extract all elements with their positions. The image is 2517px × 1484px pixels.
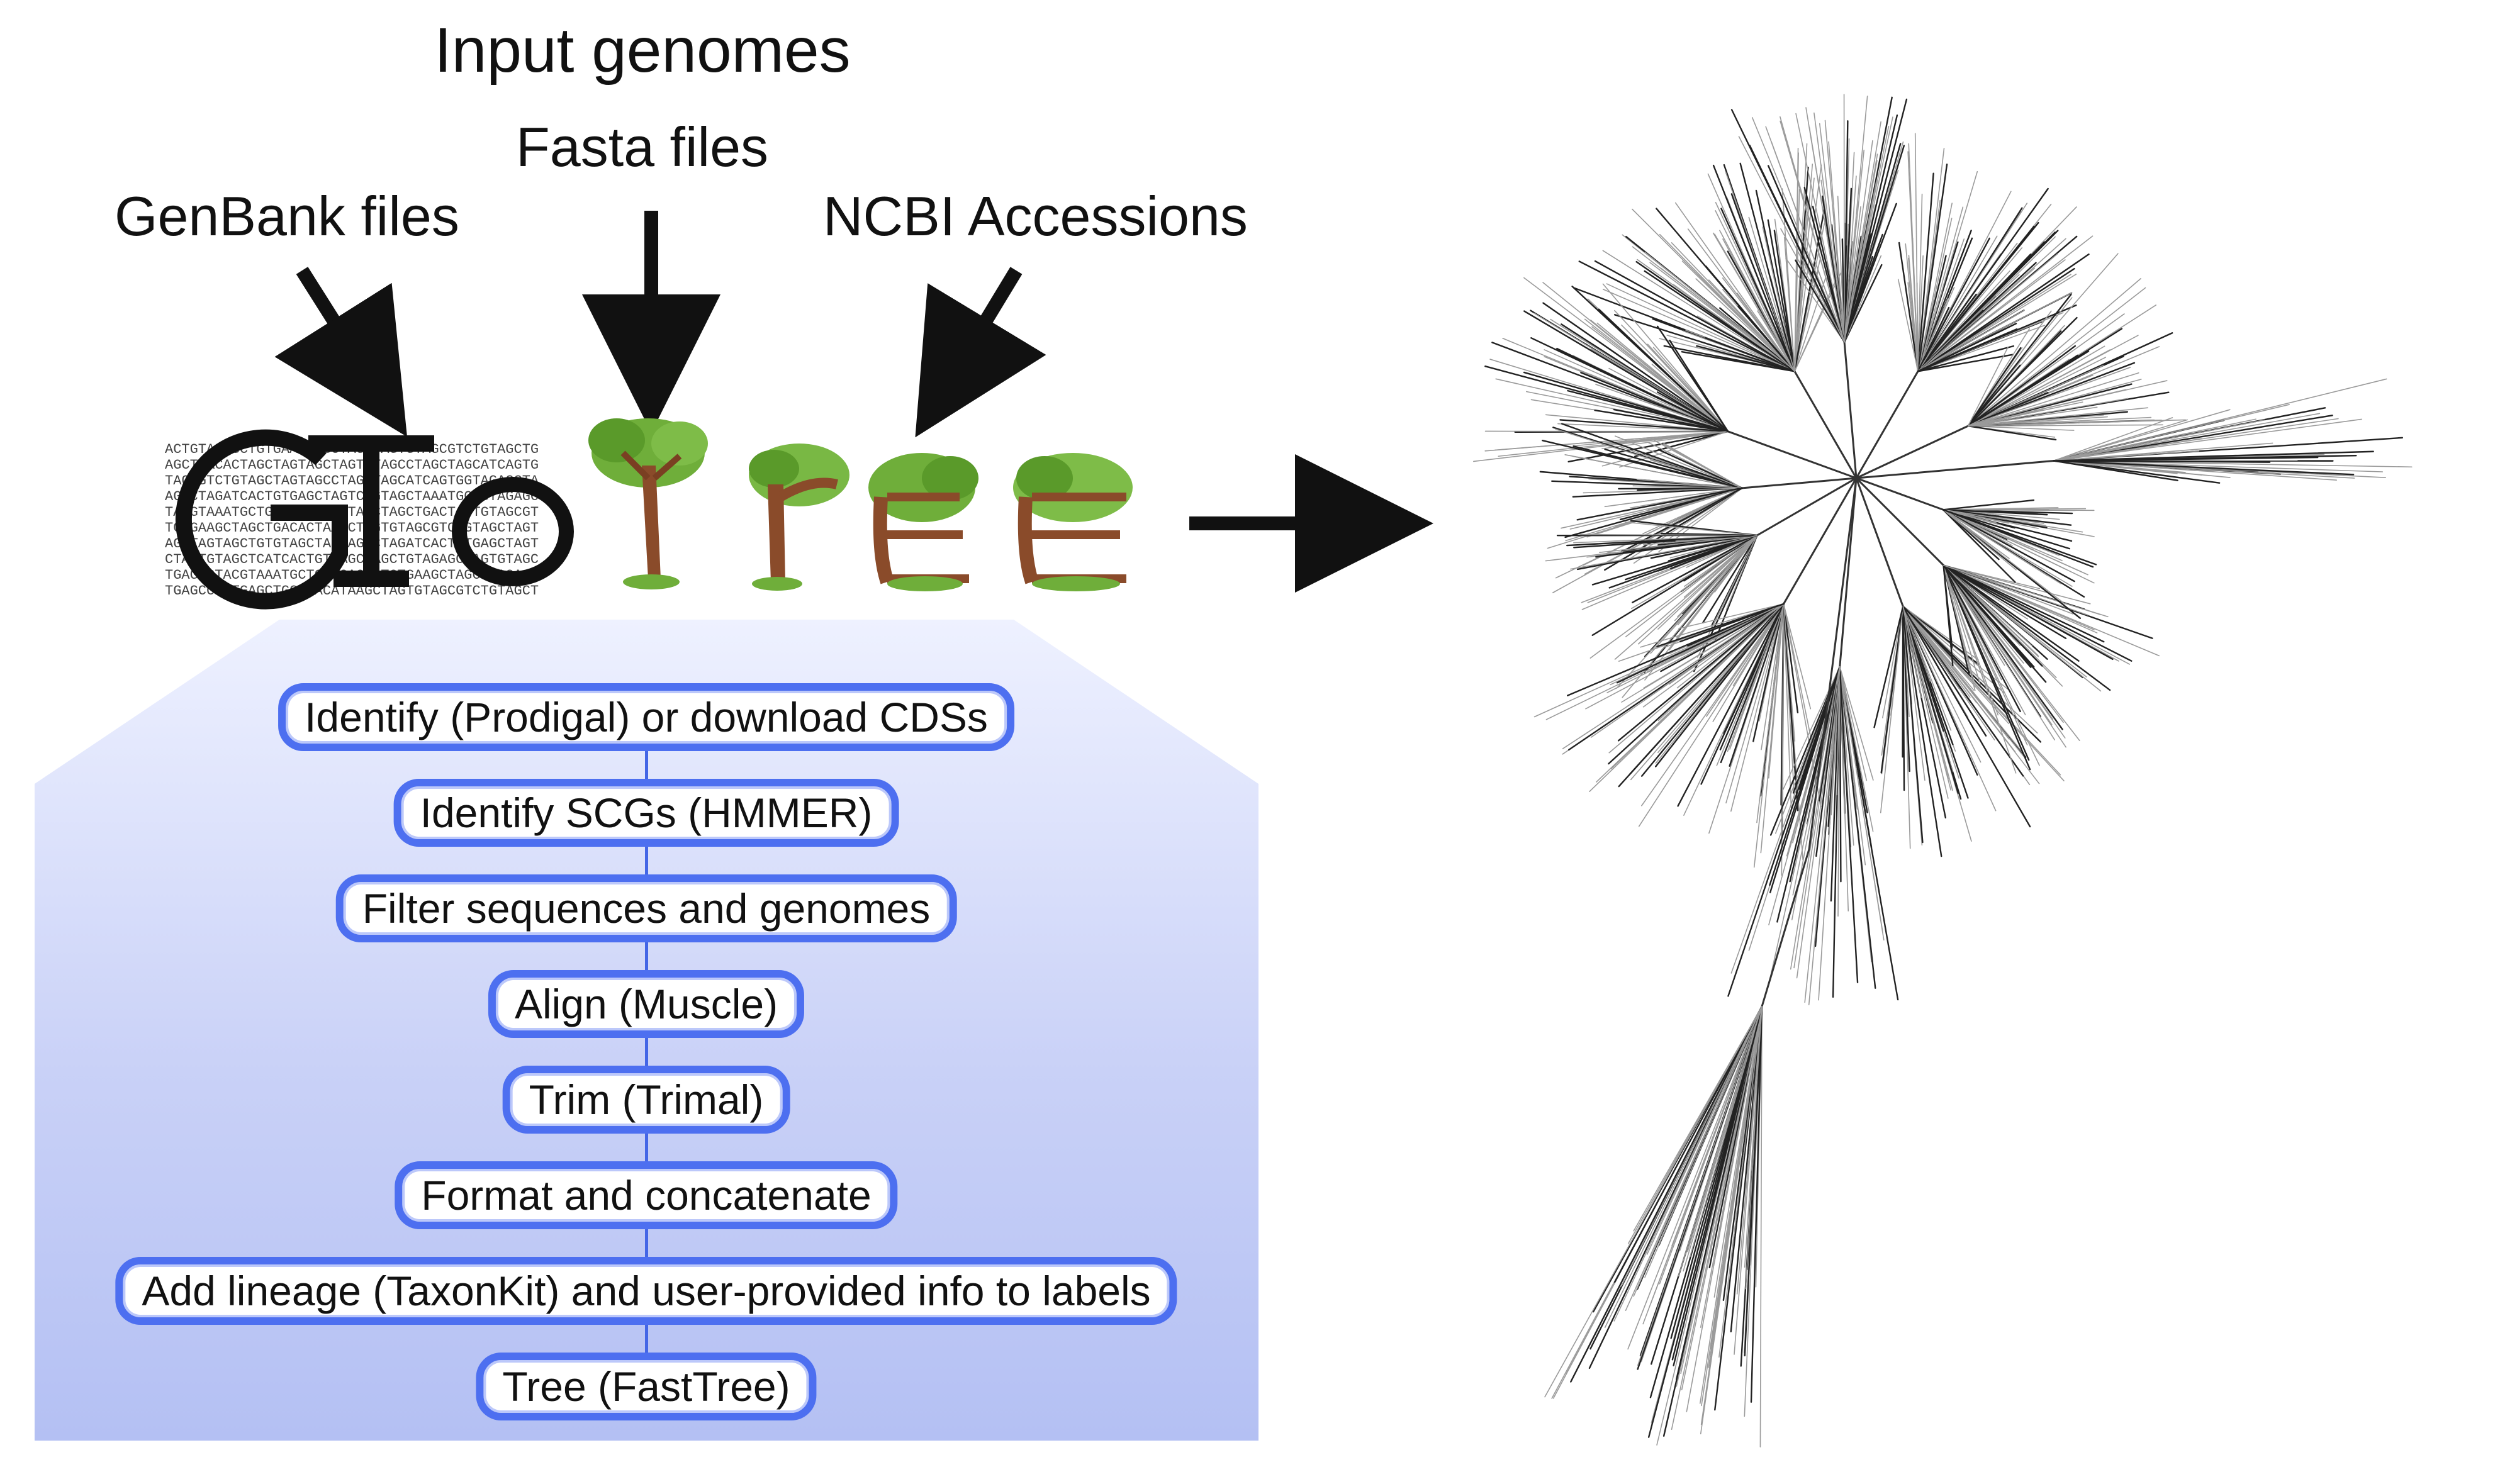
pipeline-step-format: Format and concatenate	[395, 1161, 898, 1229]
pipeline-step-filter: Filter sequences and genomes	[335, 874, 957, 942]
svg-text:TACGTAAATGCTGTAGAGCCTGTAGCTAGC: TACGTAAATGCTGTAGAGCCTGTAGCTAGCTGACTAGTGT…	[165, 505, 539, 520]
pipeline-step-identify-scgs: Identify SCGs (HMMER)	[393, 779, 899, 847]
gtotree-logo: ACTGTAGAGCTGTGAACTAGCTAGCTAGTGTAGCGTCTGT…	[165, 418, 1133, 610]
svg-text:AGCTAGTAGCTGTGTAGCTAGTAGCCTAGA: AGCTAGTAGCTGTGTAGCTAGTAGCCTAGATCACTGTGAG…	[165, 536, 539, 552]
source-label-ncbi: NCBI Accessions	[823, 185, 1248, 247]
logo-letter-tree-e1	[868, 453, 978, 591]
svg-text:TGTGAAGCTAGCTGACACTAAGCTAGTGTA: TGTGAAGCTAGCTGACACTAAGCTAGTGTAGCGTCTGTAG…	[165, 520, 539, 536]
source-label-fasta: Fasta files	[516, 116, 769, 178]
ncbi-arrow	[915, 267, 1046, 438]
svg-text:TAGCGTCTGTAGCTAGTAGCCTAGCTAGCA: TAGCGTCTGTAGCTAGTAGCCTAGCTAGCATCAGTGGTAG…	[165, 473, 539, 489]
logo-letter-tree-e2	[1013, 453, 1133, 591]
pipeline-connector	[645, 717, 648, 1384]
logo-letter-g	[175, 429, 348, 610]
logo-letter-tree-t	[588, 418, 708, 589]
logo-letter-t	[308, 435, 434, 587]
pipeline-step-tree: Tree (FastTree)	[476, 1353, 817, 1420]
svg-text:AGCTGACACTAGCTAGTAGCTAGTGTAGCC: AGCTGACACTAGCTAGTAGCTAGTGTAGCCTAGCTAGCAT…	[165, 457, 539, 473]
logo-letter-tree-r	[749, 444, 849, 591]
pipeline-step-identify-cds: Identify (Prodigal) or download CDSs	[278, 683, 1014, 751]
pipeline-step-align: Align (Muscle)	[488, 970, 805, 1038]
unrooted-phylogenetic-tree-icon	[1473, 94, 2413, 1448]
logo-letter-o	[452, 477, 574, 586]
genbank-arrow	[274, 267, 407, 437]
title: Input genomes	[434, 15, 851, 86]
pipeline-step-trim: Trim (Trimal)	[502, 1066, 790, 1134]
source-label-genbank: GenBank files	[115, 185, 459, 247]
pipeline-step-add-lineage: Add lineage (TaxonKit) and user-provided…	[115, 1257, 1177, 1325]
